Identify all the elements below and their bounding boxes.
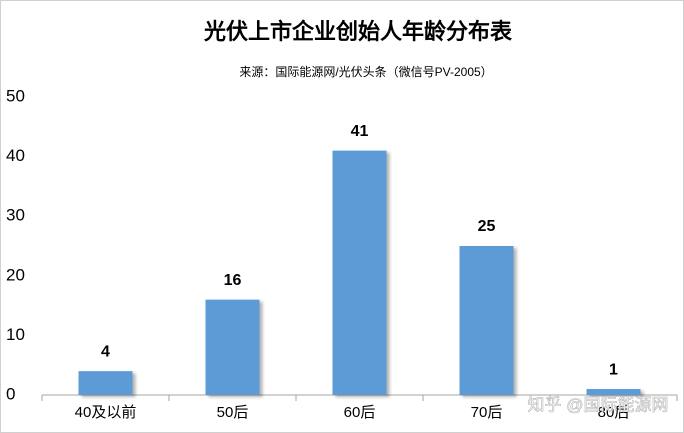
x-tick-label: 60后: [344, 404, 376, 421]
value-label: 4: [101, 343, 110, 360]
x-tick-label: 80后: [598, 404, 630, 421]
value-label: 16: [224, 272, 242, 289]
y-tick-label: 30: [6, 206, 25, 225]
x-tick-label: 40及以前: [75, 404, 137, 421]
x-tick-label: 70后: [471, 404, 503, 421]
bar: [459, 246, 514, 395]
x-tick-label: 50后: [217, 404, 249, 421]
bar: [205, 299, 260, 395]
chart-subtitle: 来源：国际能源网/光伏头条（微信号PV-2005）: [239, 65, 492, 79]
watermark: 知乎 @国际能源网: [528, 395, 669, 414]
y-tick-label: 50: [6, 86, 25, 105]
bar: [78, 371, 133, 395]
value-label: 1: [609, 361, 618, 378]
y-tick-label: 20: [6, 265, 25, 284]
y-tick-label: 40: [6, 146, 25, 165]
bar: [586, 389, 641, 395]
value-label: 41: [351, 123, 369, 140]
y-tick-label: 0: [6, 384, 15, 403]
y-tick-label: 10: [6, 325, 25, 344]
bar: [332, 150, 387, 395]
value-label: 25: [478, 218, 496, 235]
chart-title: 光伏上市企业创始人年龄分布表: [203, 19, 513, 44]
